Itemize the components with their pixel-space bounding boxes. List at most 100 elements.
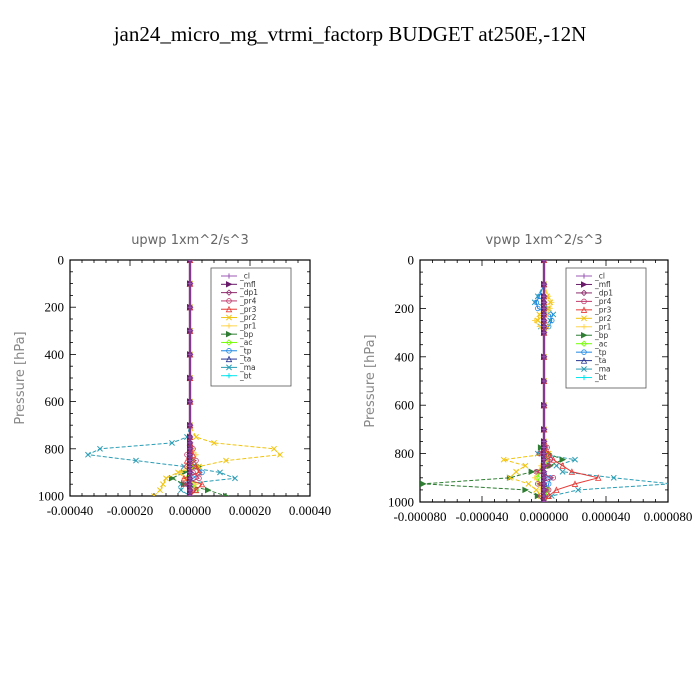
legend-entry: _bt xyxy=(594,373,607,382)
series-point-cl xyxy=(187,452,193,458)
y-tick-label: 200 xyxy=(45,300,65,315)
series-point-pr2 xyxy=(211,439,217,446)
legend-marker xyxy=(226,364,232,371)
legend-entry: _ma xyxy=(239,363,256,372)
series-point-cl xyxy=(541,323,547,330)
legend-entry: _pr2 xyxy=(239,313,257,322)
panel-title: upwp 1xm^2/s^3 xyxy=(131,233,249,248)
series-point-pr2 xyxy=(500,456,507,463)
legend-marker xyxy=(581,331,588,339)
plot-area xyxy=(85,260,283,496)
y-tick-label: 0 xyxy=(408,253,415,268)
legend-marker xyxy=(226,348,232,354)
y-tick-label: 1000 xyxy=(388,495,414,510)
series-point-ma xyxy=(133,457,139,464)
series-point-cl xyxy=(187,481,193,487)
series-point-bp xyxy=(223,492,230,496)
legend-entry: _ta xyxy=(594,356,606,365)
legend-entry: _pr1 xyxy=(594,322,612,331)
x-tick-label: 0.000040 xyxy=(582,509,631,524)
y-tick-label: 600 xyxy=(45,394,65,409)
series-point-ma xyxy=(85,451,91,458)
legend-marker xyxy=(580,306,588,313)
series-point-cl xyxy=(541,469,547,475)
series-point-cl xyxy=(541,317,547,324)
series-point-ma xyxy=(97,445,103,452)
legend-entry: _pr1 xyxy=(239,321,257,330)
series-point-cl xyxy=(187,399,193,405)
panel-title: vpwp 1xm^2/s^3 xyxy=(485,233,602,248)
series-point-cl xyxy=(541,499,547,502)
series-point-pr2 xyxy=(277,451,283,458)
series-point-pr1 xyxy=(532,475,538,481)
legend-entry: _ta xyxy=(239,355,251,364)
series-point-cl xyxy=(541,487,547,493)
legend-marker xyxy=(581,273,587,279)
legend-marker xyxy=(226,281,233,288)
legend-entry: _ma xyxy=(594,365,611,374)
series-point-pr3 xyxy=(180,474,188,482)
y-tick-label: 400 xyxy=(45,347,65,362)
series-point-ma xyxy=(217,469,223,476)
series-point-pr2 xyxy=(175,469,181,476)
legend-marker xyxy=(225,289,233,296)
series-point-pr2 xyxy=(160,481,166,488)
series-point-pr3 xyxy=(559,462,566,469)
legend-entry: _pr4 xyxy=(239,297,257,306)
series-point-ma xyxy=(548,492,555,499)
series-point-bp xyxy=(559,456,567,463)
series-point-ma xyxy=(610,474,617,481)
series-point-ma xyxy=(547,317,554,324)
series-point-cl xyxy=(187,328,193,334)
x-tick-label: 0.00020 xyxy=(229,503,271,518)
legend-marker xyxy=(581,366,587,373)
legend-entry: _tp xyxy=(594,348,607,357)
legend-marker xyxy=(580,340,588,347)
y-tick-label: 800 xyxy=(395,446,415,461)
legend-marker xyxy=(226,373,232,379)
y-tick-label: 0 xyxy=(58,253,65,268)
series-point-cl xyxy=(187,487,193,493)
legend-entry: _dp1 xyxy=(594,289,613,298)
legend-marker xyxy=(580,289,588,297)
series-point-ma xyxy=(572,456,578,463)
series-point-cl xyxy=(187,434,193,440)
y-tick-label: 400 xyxy=(395,349,415,364)
legend-entry: _mfl xyxy=(239,280,256,289)
series-point-cl xyxy=(187,446,193,452)
series-point-cl xyxy=(187,260,193,263)
legend-marker xyxy=(581,281,588,288)
x-tick-label: -0.00020 xyxy=(107,503,154,518)
series-point-cl xyxy=(541,378,547,384)
legend-marker xyxy=(225,355,233,363)
series-point-pr2 xyxy=(157,487,163,494)
legend-marker xyxy=(225,305,233,313)
series-point-tp xyxy=(549,317,555,324)
series-point-cl xyxy=(187,281,193,287)
series-point-bp xyxy=(205,486,212,494)
series-point-tp xyxy=(535,305,541,312)
legend-marker xyxy=(226,314,232,321)
legend-marker xyxy=(581,324,587,330)
x-tick-label: -0.00040 xyxy=(47,503,94,518)
x-tick-label: 0.00040 xyxy=(289,503,331,518)
legend-marker xyxy=(580,357,588,364)
series-point-cl xyxy=(187,440,193,446)
series-point-pr2 xyxy=(534,317,541,324)
legend-marker xyxy=(581,298,587,305)
series-point-cl xyxy=(541,481,547,487)
series-point-pr3 xyxy=(550,456,557,463)
series-point-pr2 xyxy=(163,475,169,482)
series-point-pr2 xyxy=(223,457,229,464)
series-point-cl xyxy=(541,330,547,336)
series-point-ma xyxy=(575,486,582,493)
series-point-pr4 xyxy=(193,457,199,464)
series-point-cl xyxy=(541,463,547,469)
legend-marker xyxy=(226,330,233,338)
legend-entry: _ac xyxy=(239,338,252,347)
legend-marker xyxy=(226,298,232,304)
series-point-cl xyxy=(541,311,547,318)
legend-marker xyxy=(226,273,232,279)
legend-entry: _ac xyxy=(594,339,607,348)
y-tick-label: 1000 xyxy=(38,489,64,504)
